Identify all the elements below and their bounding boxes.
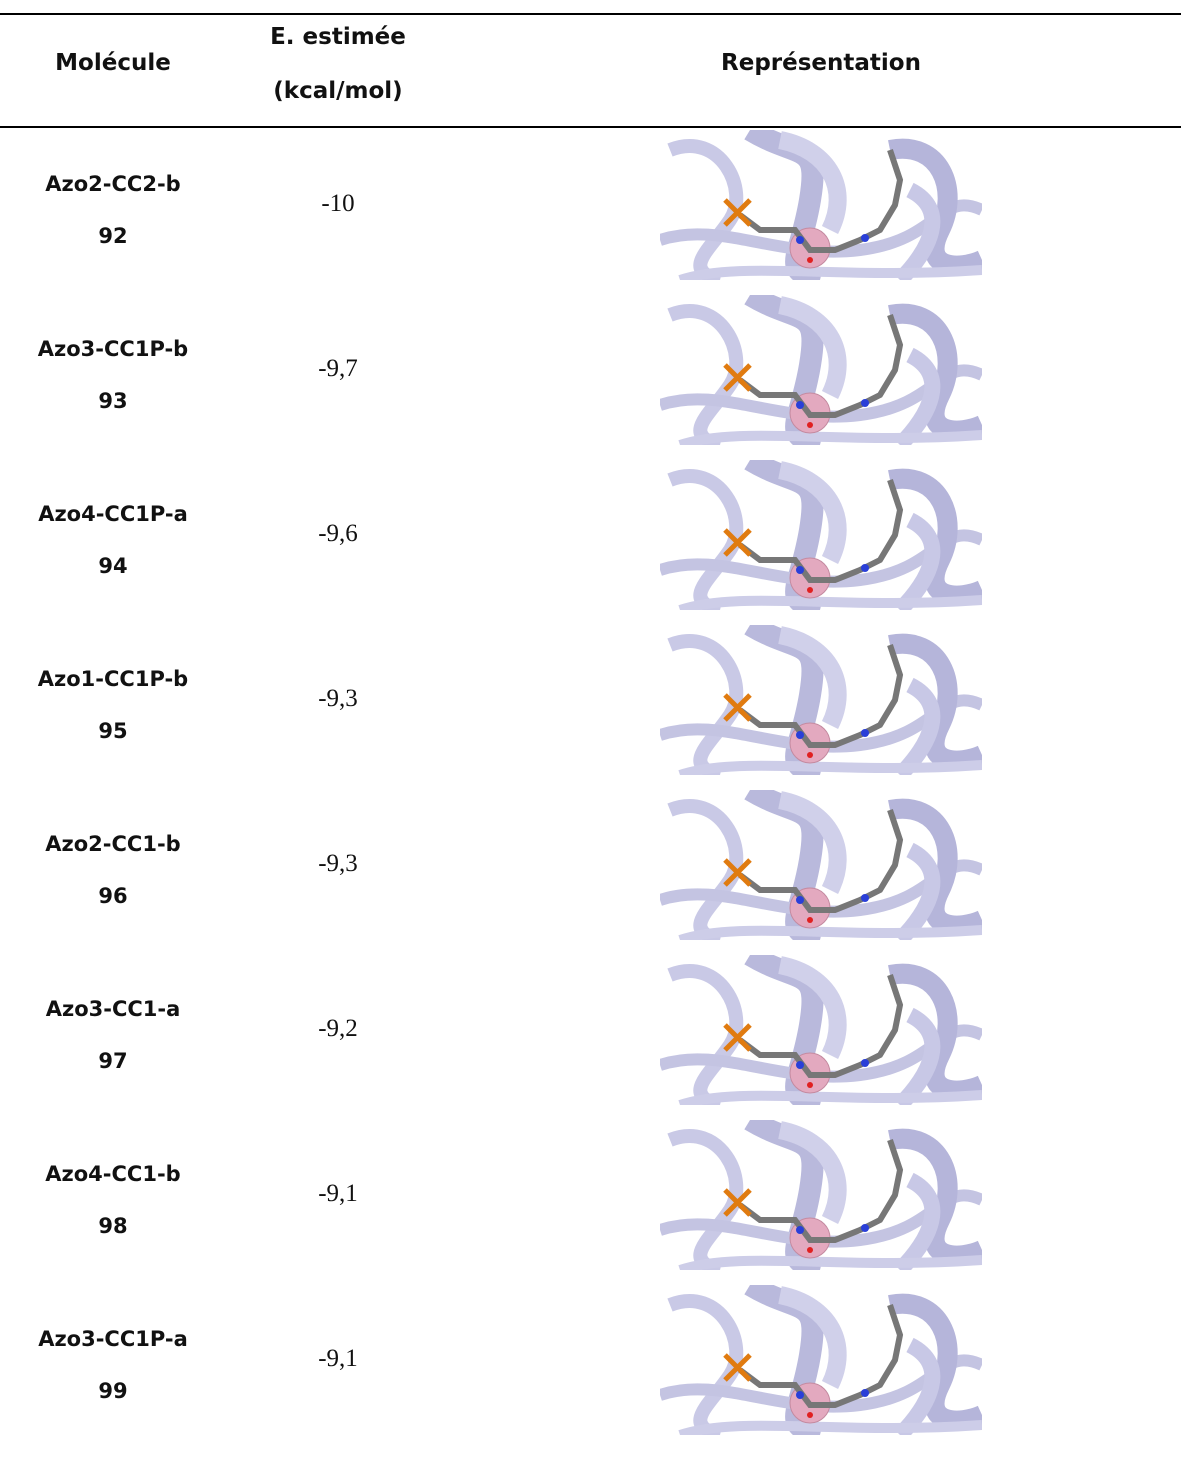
energy-value: -9,1 — [318, 1180, 358, 1207]
header-energy: E. estimée — [270, 24, 406, 50]
protein-render — [660, 625, 982, 775]
header-energy-unit: (kcal/mol) — [273, 78, 403, 104]
molecule-name: Azo3-CC1P-a — [38, 1327, 188, 1351]
molecule-number: 95 — [98, 719, 128, 743]
protein-render — [660, 955, 982, 1105]
energy-value: -9,3 — [318, 685, 358, 712]
protein-render — [660, 1120, 982, 1270]
docking-image — [660, 130, 982, 280]
header-representation: Représentation — [721, 50, 921, 76]
energy-value: -9,2 — [318, 1015, 358, 1042]
header-rule — [0, 126, 1181, 128]
docking-image — [660, 460, 982, 610]
molecule-number: 98 — [98, 1214, 128, 1238]
protein-render — [660, 790, 982, 940]
energy-value: -9,3 — [318, 850, 358, 877]
molecule-name: Azo3-CC1-a — [45, 997, 181, 1021]
docking-image — [660, 625, 982, 775]
molecule-name: Azo2-CC1-b — [45, 832, 181, 856]
energy-value: -10 — [321, 190, 355, 217]
energy-value: -9,7 — [318, 355, 358, 382]
docking-image — [660, 295, 982, 445]
molecule-number: 97 — [98, 1049, 128, 1073]
molecule-number: 94 — [98, 554, 128, 578]
docking-image — [660, 790, 982, 940]
top-rule — [0, 13, 1181, 15]
energy-value: -9,6 — [318, 520, 358, 547]
protein-render — [660, 1285, 982, 1435]
energy-value: -9,1 — [318, 1345, 358, 1372]
molecule-name: Azo3-CC1P-b — [37, 337, 189, 361]
molecule-number: 99 — [98, 1379, 128, 1403]
protein-render — [660, 295, 982, 445]
molecule-name: Azo1-CC1P-b — [37, 667, 189, 691]
protein-render — [660, 130, 982, 280]
molecule-number: 93 — [98, 389, 128, 413]
docking-image — [660, 955, 982, 1105]
docking-image — [660, 1120, 982, 1270]
molecule-name: Azo4-CC1-b — [45, 1162, 181, 1186]
protein-render — [660, 460, 982, 610]
molecule-name: Azo4-CC1P-a — [38, 502, 188, 526]
molecule-number: 92 — [98, 224, 128, 248]
molecule-number: 96 — [98, 884, 128, 908]
header-molecule: Molécule — [55, 50, 171, 76]
molecule-name: Azo2-CC2-b — [45, 172, 181, 196]
docking-image — [660, 1285, 982, 1435]
